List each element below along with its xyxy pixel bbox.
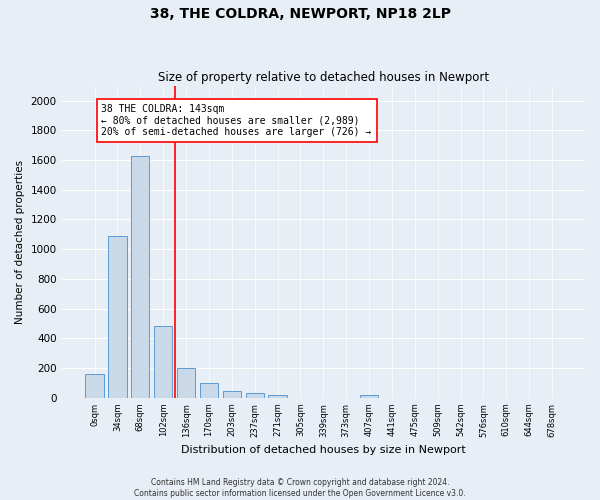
Bar <box>109 236 127 398</box>
Bar <box>154 326 172 398</box>
Title: Size of property relative to detached houses in Newport: Size of property relative to detached ho… <box>158 72 489 85</box>
X-axis label: Distribution of detached houses by size in Newport: Distribution of detached houses by size … <box>181 445 466 455</box>
Text: 38, THE COLDRA, NEWPORT, NP18 2LP: 38, THE COLDRA, NEWPORT, NP18 2LP <box>149 8 451 22</box>
Bar <box>131 156 149 398</box>
Bar <box>200 383 218 398</box>
Bar <box>360 395 378 398</box>
Y-axis label: Number of detached properties: Number of detached properties <box>15 160 25 324</box>
Bar <box>85 374 104 398</box>
Bar <box>245 394 264 398</box>
Bar <box>177 368 195 398</box>
Text: 38 THE COLDRA: 143sqm
← 80% of detached houses are smaller (2,989)
20% of semi-d: 38 THE COLDRA: 143sqm ← 80% of detached … <box>101 104 372 136</box>
Text: Contains HM Land Registry data © Crown copyright and database right 2024.
Contai: Contains HM Land Registry data © Crown c… <box>134 478 466 498</box>
Bar <box>268 395 287 398</box>
Bar <box>223 391 241 398</box>
